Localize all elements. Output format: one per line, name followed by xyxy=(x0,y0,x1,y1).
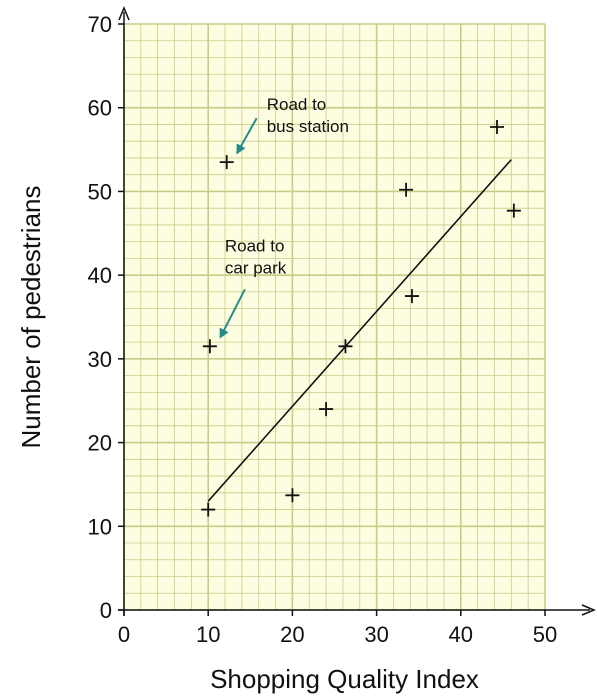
x-axis-title: Shopping Quality Index xyxy=(210,664,479,694)
annotation-arrow-icon xyxy=(219,288,246,339)
annotation-line: car park xyxy=(225,258,287,277)
data-point xyxy=(201,502,216,517)
data-point xyxy=(506,203,521,218)
y-tick-label: 50 xyxy=(88,179,112,204)
x-tick-label: 30 xyxy=(364,622,388,647)
data-point xyxy=(404,289,419,304)
x-tick-label: 10 xyxy=(196,622,220,647)
data-point xyxy=(490,119,505,134)
annotation-arrow-icon xyxy=(236,117,258,155)
data-point xyxy=(399,182,414,197)
y-axis-title: Number of pedestrians xyxy=(16,185,46,448)
x-tick-label: 40 xyxy=(449,622,473,647)
annotation-line: Road to xyxy=(267,95,327,114)
y-axis-arrow-icon xyxy=(118,6,130,21)
data-point xyxy=(219,155,234,170)
annotation-line: Road to xyxy=(225,236,285,255)
tick-labels: 0 10 20 30 40 50 0 10 20 30 40 50 60 70 xyxy=(88,12,558,647)
y-tick-label: 0 xyxy=(100,598,112,623)
annotation-line: bus station xyxy=(267,117,349,136)
data-point xyxy=(202,339,217,354)
x-tick-label: 0 xyxy=(118,622,130,647)
data-points xyxy=(201,119,521,517)
y-tick-label: 30 xyxy=(88,347,112,372)
y-tick-label: 60 xyxy=(88,96,112,121)
y-tick-label: 40 xyxy=(88,263,112,288)
trendline xyxy=(207,159,512,502)
annotations: Road to bus station Road to car park xyxy=(219,95,349,339)
data-point xyxy=(338,339,353,354)
x-axis-arrow-icon xyxy=(581,604,596,616)
major-gridlines xyxy=(123,23,546,611)
data-point xyxy=(319,402,334,417)
annotation-label: Road to bus station xyxy=(267,95,349,136)
plot-area xyxy=(124,24,545,610)
minor-gridlines xyxy=(124,24,545,610)
x-tick-label: 50 xyxy=(533,622,557,647)
axes xyxy=(118,6,596,616)
y-tick-label: 10 xyxy=(88,514,112,539)
annotation-label: Road to car park xyxy=(225,236,287,277)
y-tick-label: 20 xyxy=(88,431,112,456)
x-tick-label: 20 xyxy=(280,622,304,647)
y-tick-label: 70 xyxy=(88,12,112,37)
data-point xyxy=(285,488,300,503)
trendline-group xyxy=(207,159,512,502)
